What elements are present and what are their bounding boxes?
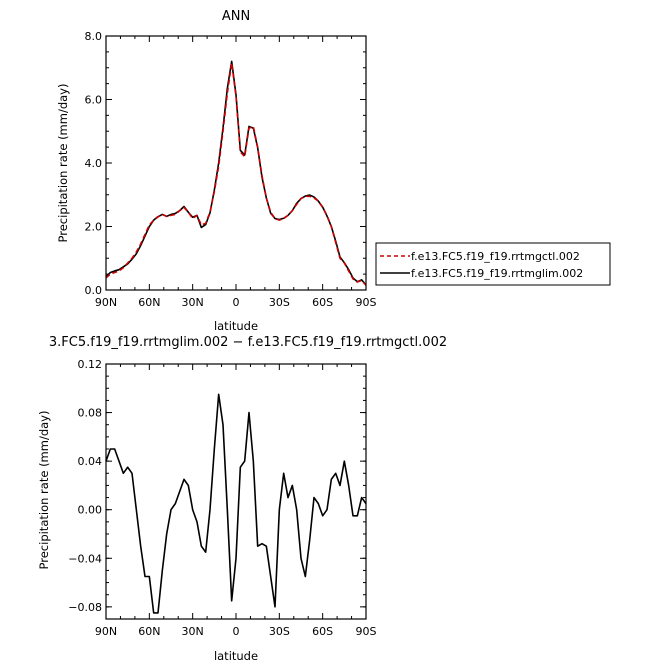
legend-label-lim: f.e13.FC5.f19_f19.rrtmglim.002 [411, 267, 583, 280]
x-axis-label: latitude [214, 649, 258, 663]
legend-box [375, 242, 611, 286]
y-tick-label: 0.04 [78, 455, 103, 468]
y-tick-label: 0.0 [85, 284, 103, 297]
x-tick-label: 60S [312, 625, 333, 638]
x-tick-label: 90N [95, 296, 117, 309]
x-tick-label: 60N [138, 296, 160, 309]
x-tick-label: 60S [312, 296, 333, 309]
x-axis-label: latitude [214, 319, 258, 333]
x-tick-label: 0 [233, 296, 240, 309]
y-tick-label: 8.0 [85, 30, 103, 43]
series-lines [105, 60, 367, 286]
y-tick-label: −0.04 [68, 552, 102, 565]
bottom-chart-panel: 3.FC5.f19_f19.rrtmglim.002 − f.e13.FC5.f… [37, 335, 447, 663]
y-axis-label: Precipitation rate (mm/day) [37, 411, 51, 570]
legend: f.e13.FC5.f19_f19.rrtmgctl.002 f.e13.FC5… [375, 242, 611, 286]
y-tick-label: 0.08 [78, 407, 103, 420]
series-line-1 [105, 60, 367, 286]
top-chart-panel: ANN Precipitation rate (mm/day) latitude… [56, 9, 377, 333]
x-tick-label: 60N [138, 625, 160, 638]
y-tick-label: 4.0 [85, 157, 103, 170]
x-tick-label: 90N [95, 625, 117, 638]
y-tick-label: 2.0 [85, 221, 103, 234]
plot-frame [105, 35, 367, 291]
x-tick-label: 30N [182, 296, 204, 309]
legend-label-ctl: f.e13.FC5.f19_f19.rrtmgctl.002 [411, 250, 580, 263]
x-tick-label: 90S [356, 625, 377, 638]
y-tick-label: 0.00 [78, 504, 103, 517]
chart-title: ANN [222, 9, 250, 24]
y-tick-label: −0.08 [68, 601, 102, 614]
x-tick-label: 0 [233, 625, 240, 638]
y-tick-label: 6.0 [85, 94, 103, 107]
chart-title: 3.FC5.f19_f19.rrtmglim.002 − f.e13.FC5.f… [49, 335, 447, 350]
x-tick-label: 30S [269, 296, 290, 309]
axis-ticks: 90N 60N 30N 0 30S 60S 90S 0.0 2.0 4.0 6.0 8.0 [85, 30, 377, 309]
x-tick-label: 30S [269, 625, 290, 638]
axis-ticks: 90N 60N 30N 0 30S 60S 90S −0.08 −0.04 0.00 0.04 0.0… [68, 358, 376, 638]
x-tick-label: 30N [182, 625, 204, 638]
series-line-0 [105, 393, 367, 614]
y-axis-label: Precipitation rate (mm/day) [56, 84, 70, 243]
series-lines [105, 393, 367, 614]
plot-frame [105, 363, 367, 620]
x-tick-label: 90S [356, 296, 377, 309]
y-tick-label: 0.12 [78, 358, 103, 371]
